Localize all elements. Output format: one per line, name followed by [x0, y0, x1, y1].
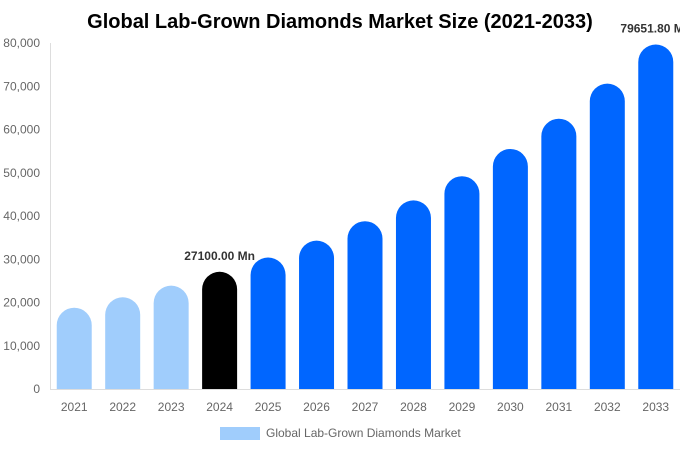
x-tick-label: 2024: [206, 400, 233, 414]
x-tick-label: 2033: [642, 400, 669, 414]
bar-2025: [250, 257, 286, 389]
x-tick-label: 2023: [158, 400, 185, 414]
y-tick-label: 30,000: [3, 252, 40, 266]
x-tick-label: 2029: [449, 400, 476, 414]
y-tick-label: 50,000: [3, 166, 40, 180]
bar-2028: [395, 200, 431, 389]
bar-2027: [347, 221, 383, 389]
bar-2021: [56, 307, 92, 389]
y-tick-label: 70,000: [3, 79, 40, 93]
bar-2026: [299, 240, 335, 389]
chart-title: Global Lab-Grown Diamonds Market Size (2…: [87, 11, 593, 33]
bar-2030: [492, 148, 528, 389]
x-tick-label: 2021: [61, 400, 88, 414]
data-label: 79651.80 Mn: [620, 22, 680, 36]
y-tick-label: 40,000: [3, 209, 40, 223]
bar-2031: [541, 118, 577, 389]
legend-label: Global Lab-Grown Diamonds Market: [266, 426, 461, 440]
x-tick-label: 2027: [352, 400, 379, 414]
x-tick-label: 2025: [255, 400, 282, 414]
bar-2022: [105, 297, 141, 389]
bar-2033: [638, 44, 674, 389]
x-tick-label: 2031: [545, 400, 572, 414]
bar-2023: [153, 285, 189, 389]
legend-swatch: [220, 427, 260, 440]
y-tick-label: 0: [33, 382, 40, 396]
bar-2024: [202, 271, 238, 389]
y-tick-label: 20,000: [3, 296, 40, 310]
x-tick-label: 2028: [400, 400, 427, 414]
x-tick-label: 2022: [109, 400, 136, 414]
y-tick-label: 60,000: [3, 123, 40, 137]
data-label: 27100.00 Mn: [184, 249, 255, 263]
bar-2032: [589, 83, 625, 389]
x-tick-label: 2030: [497, 400, 524, 414]
x-tick-label: 2026: [303, 400, 330, 414]
bar-2029: [444, 176, 480, 389]
y-tick-label: 10,000: [3, 339, 40, 353]
x-tick-label: 2032: [594, 400, 621, 414]
y-tick-label: 80,000: [3, 36, 40, 50]
